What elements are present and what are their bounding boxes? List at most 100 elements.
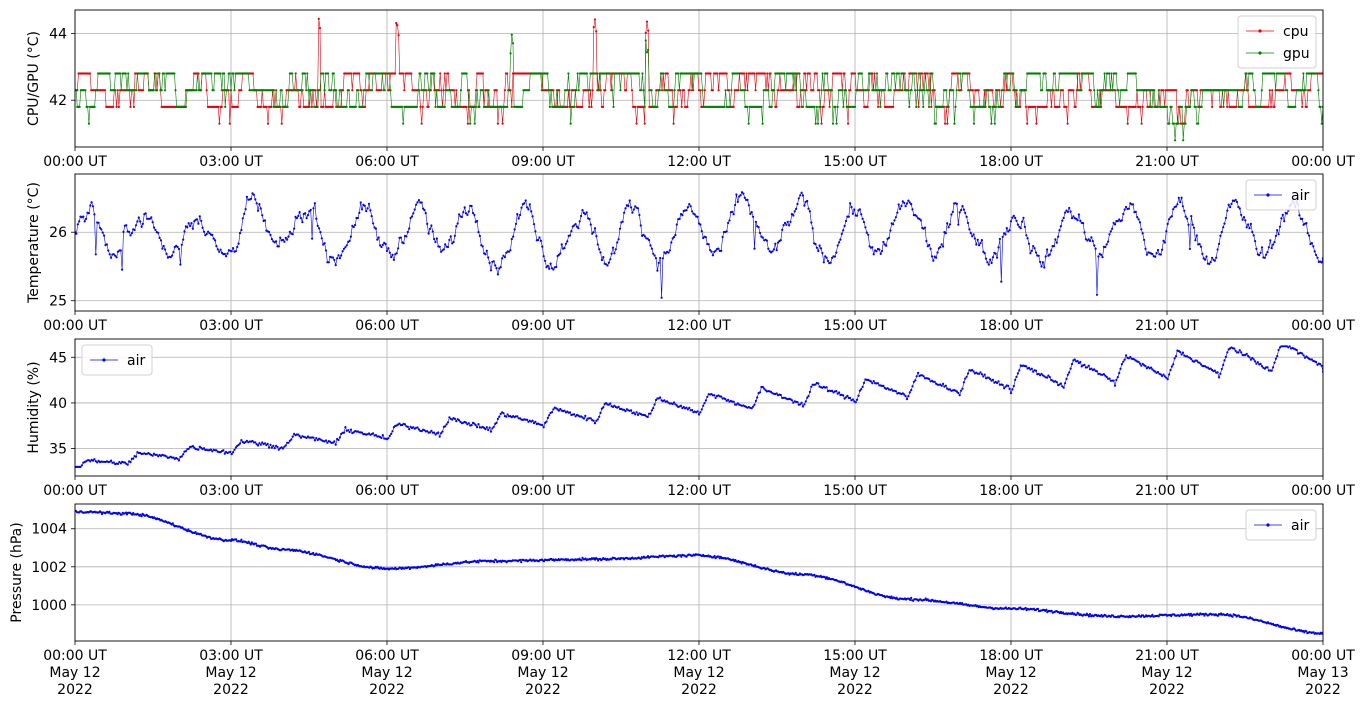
data-point [1280,217,1283,220]
data-point [395,22,398,25]
data-point [675,223,678,226]
data-point [887,236,891,239]
data-point [868,245,871,248]
data-point [849,89,852,92]
data-point [1156,370,1160,374]
data-point [270,105,273,108]
data-point [650,247,654,250]
data-point [672,235,676,239]
data-point [412,212,415,215]
data-point [634,205,637,208]
data-point [1004,233,1007,236]
data-point [197,222,200,225]
data-point [1195,234,1198,237]
data-point [549,262,552,265]
data-point [915,105,918,108]
data-point [604,89,607,92]
data-point [197,448,200,451]
data-point [933,380,936,383]
data-point [119,249,122,252]
data-point [237,443,240,446]
data-point [646,237,649,240]
data-point [727,221,730,225]
data-point [992,105,995,108]
data-point [322,105,325,108]
data-point [907,199,910,202]
data-point [1090,236,1093,239]
data-point [540,89,543,92]
data-point [528,89,531,92]
data-point [923,89,926,92]
data-point [299,217,303,220]
data-point [352,225,355,229]
data-point [792,401,795,404]
data-point [496,273,499,276]
series-air [75,191,1323,299]
x-tick-label: 03:00 UT [199,318,263,334]
data-point [1089,89,1092,92]
data-point [1069,210,1072,213]
data-point [946,222,949,225]
data-point [363,89,367,92]
data-point [930,105,933,108]
data-point [776,241,780,244]
data-point [639,224,642,227]
data-point [1050,249,1053,252]
data-point [839,238,842,241]
data-point [1118,372,1121,375]
data-point [978,244,981,247]
data-point [1259,251,1262,254]
data-point [779,239,782,242]
data-point [788,224,791,227]
data-point [1035,122,1038,125]
data-point [592,419,595,422]
data-point [854,401,857,404]
data-point [78,220,81,223]
data-point [993,122,996,125]
data-point [966,372,970,375]
data-point [647,48,650,51]
data-point [632,411,635,414]
data-point [1216,371,1219,374]
data-point [950,213,953,216]
data-point [354,223,357,227]
data-point [570,230,573,233]
data-point [501,122,504,125]
data-point [239,540,242,543]
data-point [958,394,961,397]
data-point [281,238,285,241]
data-point [349,428,352,431]
data-point [129,461,132,464]
data-point [743,89,746,92]
data-point [810,221,813,224]
data-point [391,430,394,433]
data-point [489,269,493,272]
data-point [447,72,450,75]
data-point [754,89,757,92]
data-point [1034,105,1037,108]
data-point [607,261,611,264]
data-point [1039,374,1042,377]
data-point [335,89,338,92]
data-point [914,89,917,92]
data-point [882,240,885,244]
data-point [1174,139,1177,142]
data-point [686,408,690,411]
data-point [495,421,498,424]
data-point [777,89,780,92]
data-point [247,540,250,543]
data-point [177,247,181,251]
data-point [634,413,637,416]
data-point [452,89,456,92]
data-point [754,399,758,402]
data-point [240,89,243,92]
data-point [730,89,733,92]
data-point [270,238,273,241]
data-point [1220,230,1223,234]
data-point [1260,89,1263,92]
data-point [446,421,450,424]
data-point [488,426,491,429]
data-point [846,394,849,397]
data-point [644,31,647,34]
data-point [367,72,370,75]
